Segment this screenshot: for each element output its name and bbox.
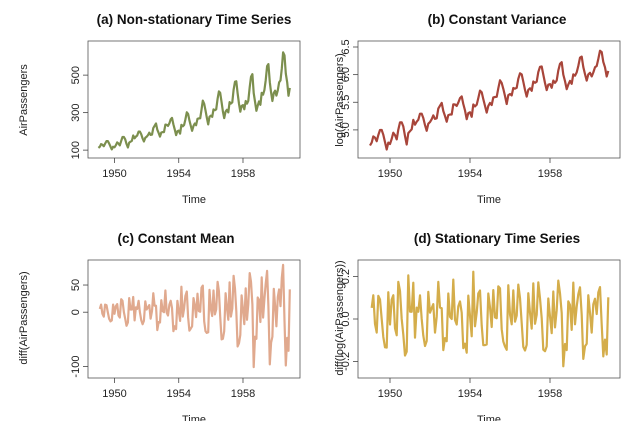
y-axis-label: diff(AirPassengers) [18, 271, 30, 364]
x-tick-label: 1954 [166, 388, 190, 400]
series-line [369, 49, 610, 151]
y-tick-label: 0 [70, 309, 82, 315]
y-tick-label: 6.0 [340, 67, 352, 82]
chart-title: (b) Constant Variance [428, 12, 567, 27]
x-tick-label: 1954 [458, 388, 482, 400]
y-tick-label: -100 [70, 356, 82, 378]
x-axis-label: Time [477, 414, 501, 421]
x-tick-label: 1958 [538, 388, 562, 400]
y-tick-label: 5.5 [340, 95, 352, 110]
x-axis-label: Time [182, 194, 206, 206]
panel-constant-mean: (c) Constant Mean diff(AirPassengers) Time… [18, 231, 301, 421]
y-tick-label: 0.2 [340, 269, 352, 284]
x-tick-label: 1958 [231, 168, 255, 180]
x-tick-label: 1954 [166, 168, 190, 180]
y-tick-label: 0.0 [340, 311, 352, 326]
y-tick-label: -0.2 [340, 352, 352, 371]
x-tick-label: 1950 [102, 388, 126, 400]
x-tick-label: 1950 [378, 388, 402, 400]
panel-constant-variance: (b) Constant Variance log(AirPassengers) T… [334, 12, 621, 206]
x-axis-label: Time [477, 194, 501, 206]
series-line [97, 51, 291, 151]
series-line [370, 270, 610, 368]
x-axis-label: Time [182, 414, 206, 421]
panel-stationary: (d) Stationary Time Series diff(log(AirPa… [334, 231, 621, 421]
series-line [98, 263, 291, 369]
panel-non-stationary: (a) Non-stationary Time Series AirPasseng… [18, 12, 301, 206]
plot-frame [87, 40, 301, 159]
plot-frame [357, 40, 621, 159]
y-axis-label: diff(log(AirPassengers)) [334, 260, 346, 375]
x-tick-label: 1950 [102, 168, 126, 180]
chart-title: (d) Stationary Time Series [414, 231, 580, 246]
x-tick-label: 1950 [378, 168, 402, 180]
y-axis-label: log(AirPassengers) [334, 53, 346, 147]
y-tick-label: 6.5 [340, 39, 352, 54]
chart-title: (c) Constant Mean [117, 231, 234, 246]
x-tick-label: 1958 [538, 168, 562, 180]
x-tick-label: 1954 [458, 168, 482, 180]
plot-frame [87, 259, 301, 379]
x-tick-label: 1958 [231, 388, 255, 400]
chart-title: (a) Non-stationary Time Series [97, 12, 292, 27]
y-tick-label: 5.0 [340, 122, 352, 137]
y-tick-label: 500 [70, 66, 82, 84]
y-tick-label: 50 [70, 279, 82, 291]
y-axis-label: AirPassengers [18, 64, 30, 136]
y-tick-label: 300 [70, 103, 82, 121]
y-tick-label: 100 [70, 141, 82, 159]
